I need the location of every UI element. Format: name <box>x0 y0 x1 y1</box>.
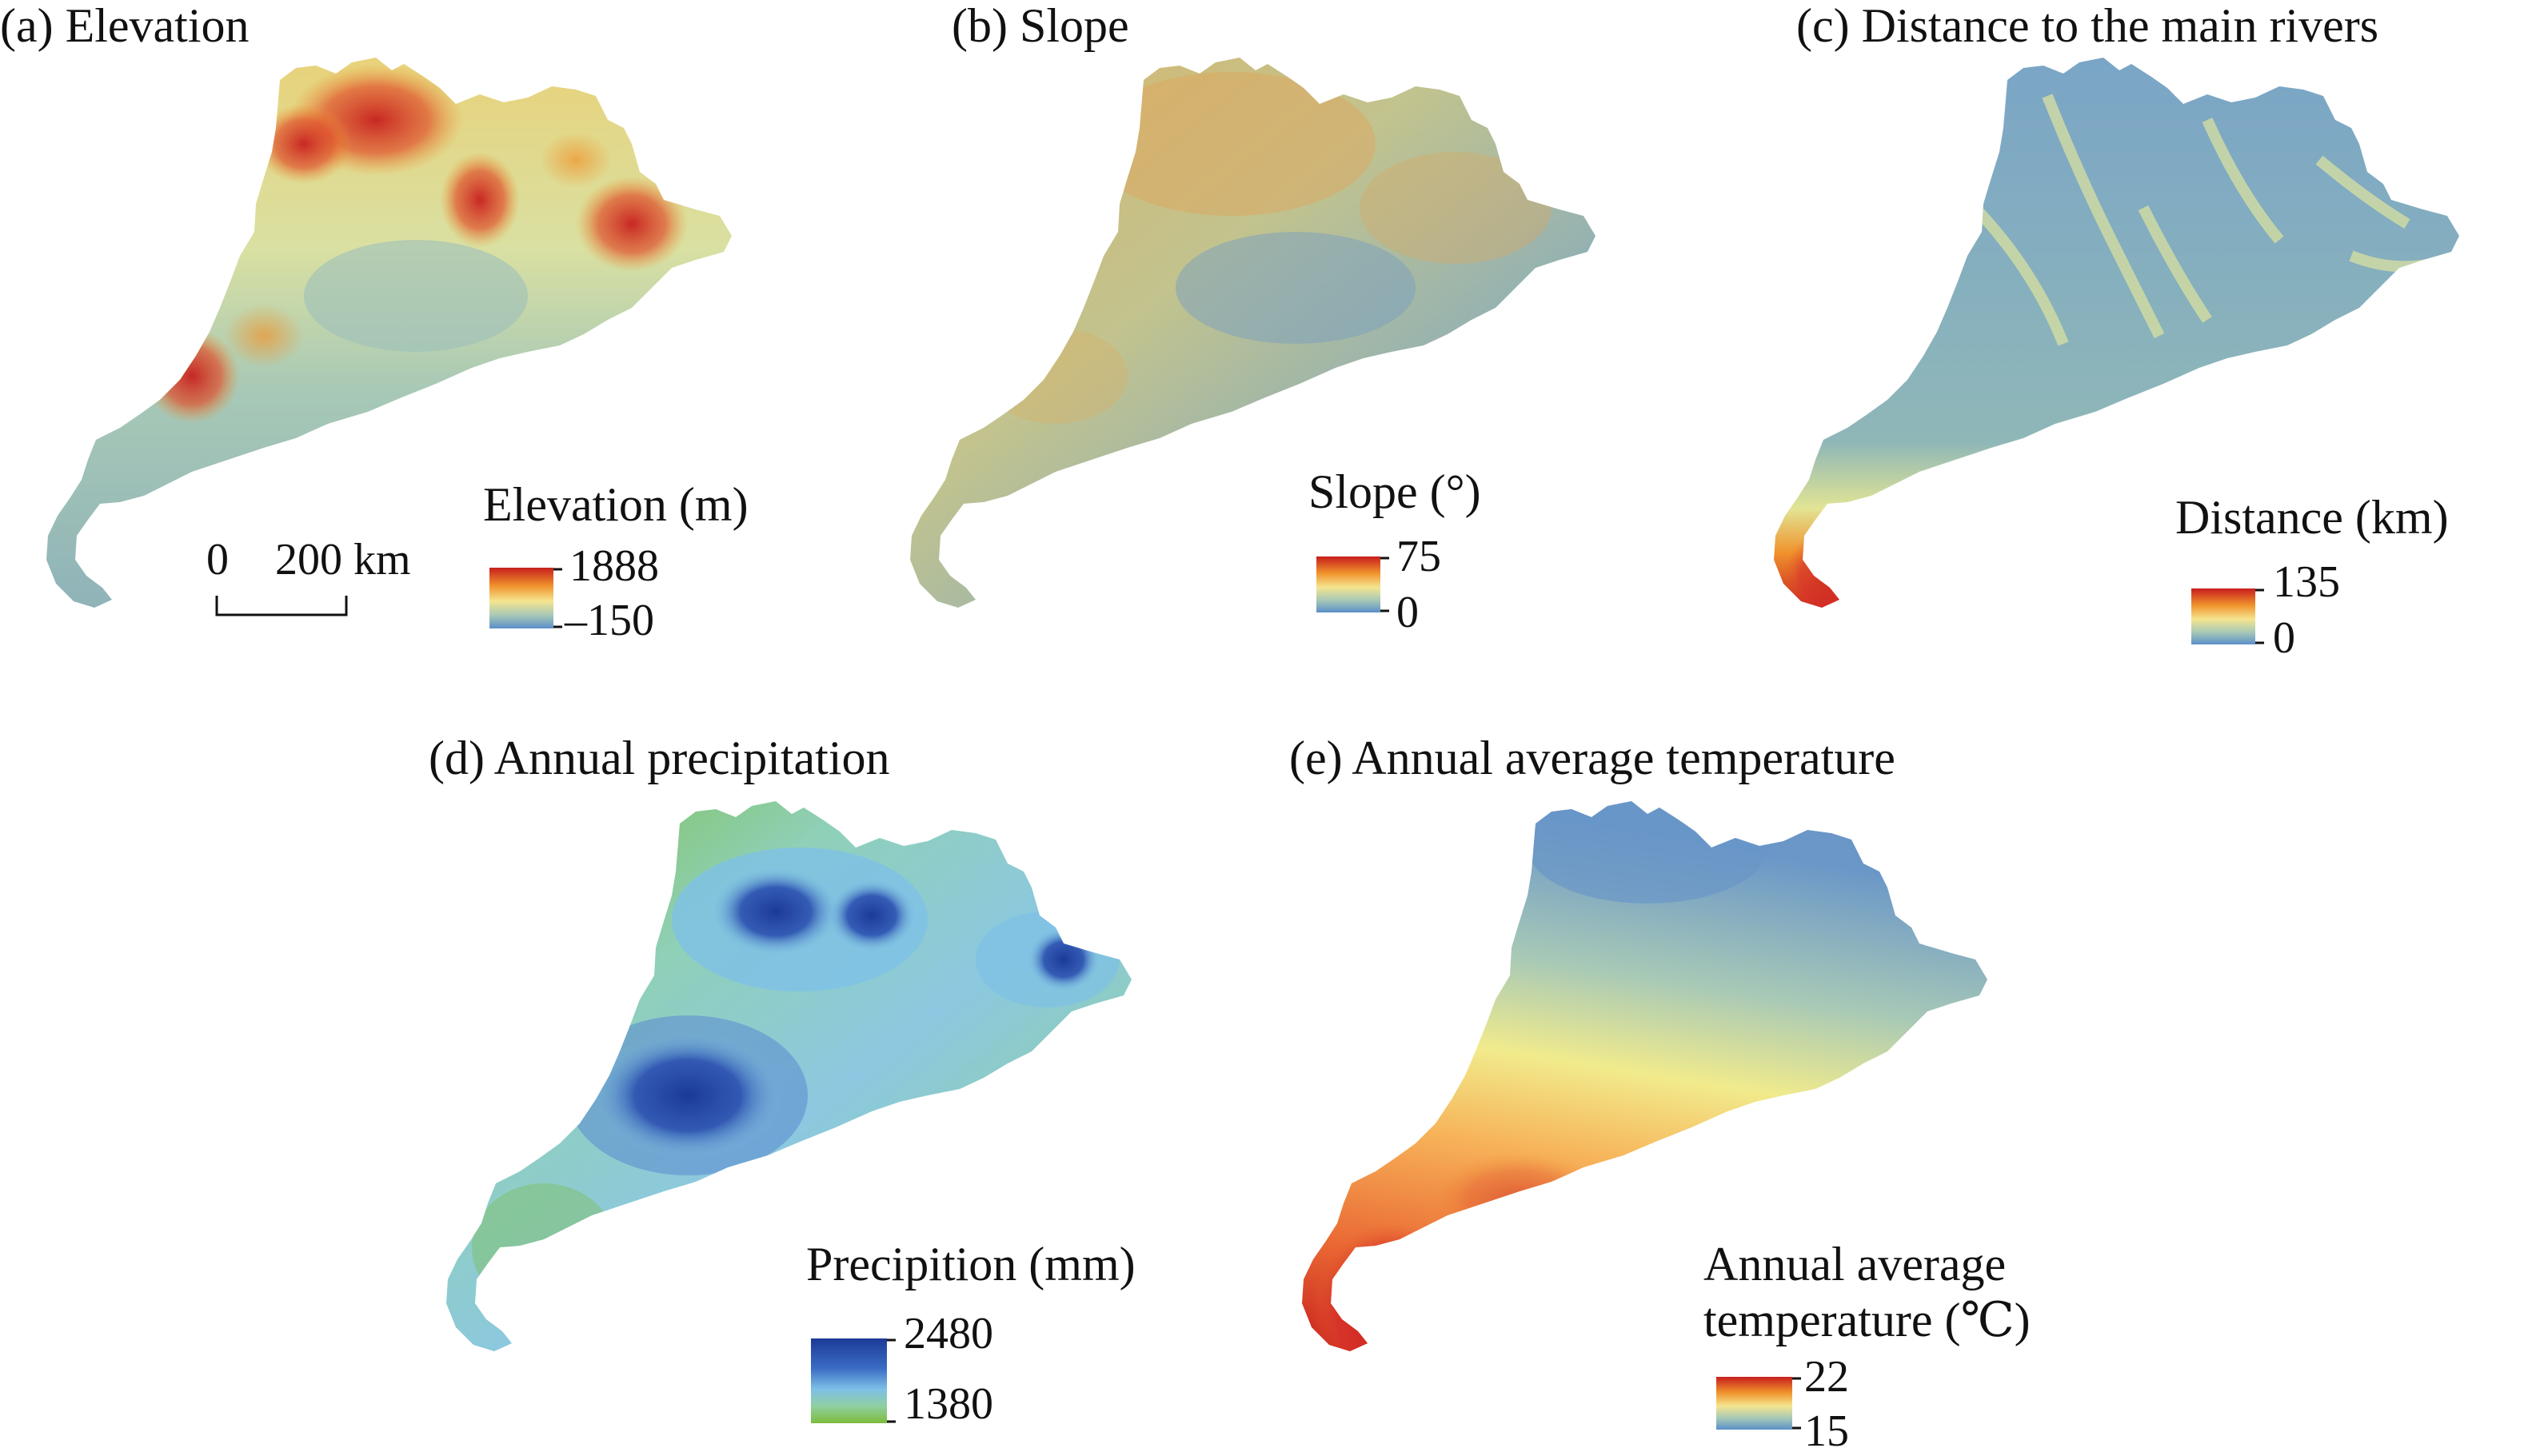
panel-title-slope: (b) Slope <box>952 0 1129 52</box>
precipitation-map <box>446 801 1132 1351</box>
legend-title-slope: Slope (°) <box>1308 465 1481 518</box>
panel-title-elevation: (a) Elevation <box>0 0 250 52</box>
legend-bar-distance <box>2191 588 2264 644</box>
legend-bar-slope <box>1316 556 1389 612</box>
slope-map <box>910 58 1595 608</box>
scale-bar-distance: 200 km <box>275 535 411 584</box>
legend-title-elevation: Elevation (m) <box>483 478 749 531</box>
legend-title-temperature-line1: Annual average <box>1703 1238 2007 1290</box>
legend-min-slope: 0 <box>1396 588 1419 637</box>
legend-max-precipitation: 2480 <box>904 1309 993 1358</box>
scale-bar <box>215 596 348 616</box>
panel-title-distance: (c) Distance to the main rivers <box>1796 0 2379 52</box>
legend-min-precipitation: 1380 <box>904 1379 993 1429</box>
legend-bar-elevation <box>489 568 562 628</box>
legend-min-elevation: –150 <box>565 596 654 645</box>
legend-min-distance: 0 <box>2273 613 2295 663</box>
legend-min-temperature: 15 <box>1804 1406 1849 1456</box>
legend-max-slope: 75 <box>1396 532 1441 581</box>
scale-bar-zero: 0 <box>206 535 229 584</box>
panel-title-temperature: (e) Annual average temperature <box>1289 732 1895 784</box>
legend-title-temperature-line2: temperature (℃) <box>1703 1294 2031 1346</box>
panel-title-precipitation: (d) Annual precipitation <box>429 732 890 784</box>
legend-bar-temperature <box>1716 1377 1801 1430</box>
legend-title-precipitation: Precipition (mm) <box>806 1238 1136 1290</box>
legend-max-distance: 135 <box>2273 557 2340 607</box>
legend-max-temperature: 22 <box>1804 1352 1849 1402</box>
legend-max-elevation: 1888 <box>569 541 659 591</box>
legend-title-distance: Distance (km) <box>2175 491 2449 544</box>
legend-bar-precipitation <box>811 1338 896 1423</box>
